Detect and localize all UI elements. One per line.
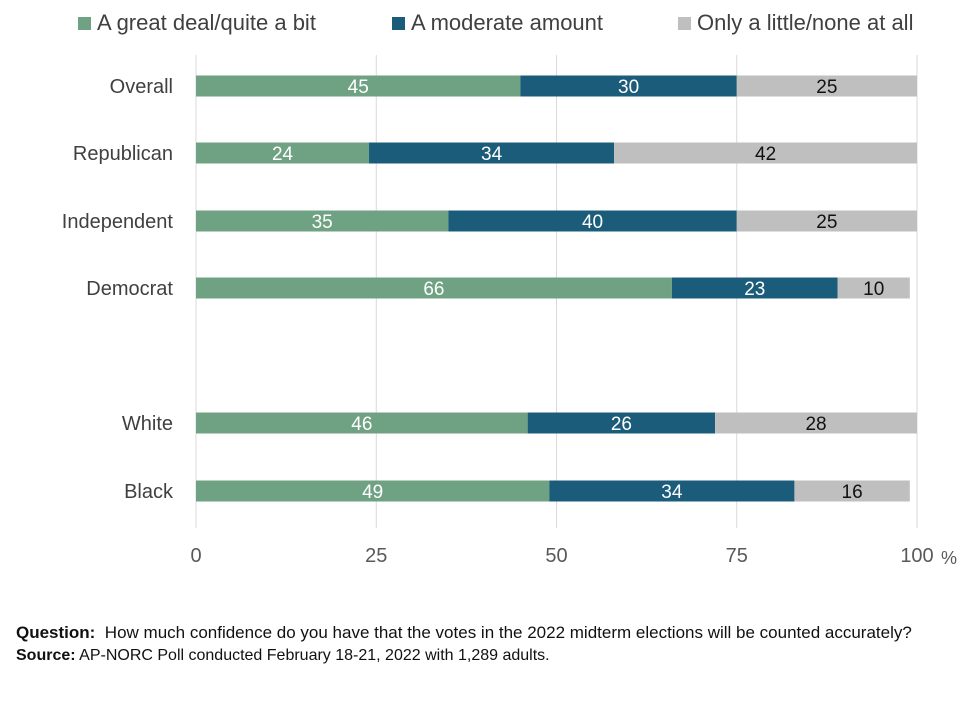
category-label-black: Black: [124, 481, 174, 503]
bar-democrat-series-3: [837, 277, 910, 299]
data-label-white-series-3: 28: [805, 414, 826, 435]
data-label-republican-series-1: 24: [272, 144, 294, 165]
bar-overall-series-1: [196, 75, 521, 97]
data-label-independent-series-1: 35: [312, 212, 333, 233]
question-label: Question:: [16, 623, 96, 642]
data-label-independent-series-3: 25: [816, 212, 837, 233]
data-label-republican-series-2: 34: [481, 144, 503, 165]
data-label-democrat-series-1: 66: [423, 279, 444, 300]
legend-item-great-deal: A great deal/quite a bit: [78, 10, 316, 36]
bar-white-series-2: [527, 412, 716, 434]
data-label-democrat-series-3: 10: [863, 279, 884, 300]
bar-black-series-3: [794, 480, 910, 502]
bar-democrat-series-2: [671, 277, 838, 299]
bar-white-series-1: [196, 412, 528, 434]
data-label-black-series-2: 34: [661, 482, 683, 503]
legend-label-little-none: Only a little/none at all: [697, 10, 914, 35]
source-note: Source: AP-NORC Poll conducted February …: [16, 646, 966, 666]
legend-item-moderate: A moderate amount: [392, 10, 603, 36]
category-label-overall: Overall: [110, 76, 173, 98]
category-label-republican: Republican: [73, 143, 173, 165]
bar-black-series-1: [196, 480, 550, 502]
data-label-independent-series-2: 40: [582, 212, 603, 233]
bar-black-series-2: [549, 480, 795, 502]
bar-republican-series-1: [196, 142, 370, 164]
data-label-white-series-1: 46: [351, 414, 372, 435]
bar-overall-series-2: [520, 75, 737, 97]
data-label-overall-series-1: 45: [348, 77, 369, 98]
data-label-black-series-3: 16: [842, 482, 863, 503]
bar-white-series-3: [715, 412, 917, 434]
chart-legend: A great deal/quite a bit A moderate amou…: [0, 10, 980, 40]
bar-overall-series-3: [736, 75, 917, 97]
legend-label-moderate: A moderate amount: [411, 10, 604, 35]
source-label: Source:: [16, 647, 76, 664]
stacked-bar-chart: 0 25 50 75 100 % Overall 45 30 25 Republican 24 34 42…: [62, 55, 957, 568]
bar-independent-series-1: [196, 210, 449, 232]
legend-label-great-deal: A great deal/quite a bit: [97, 10, 316, 35]
bar-democrat-series-1: [196, 277, 672, 299]
x-axis-unit: %: [941, 548, 957, 568]
x-tick-label-100: 100: [900, 545, 933, 567]
question-note: Question: How much confidence do you hav…: [16, 622, 966, 644]
bar-independent-series-2: [448, 210, 737, 232]
legend-swatch-great-deal: [78, 16, 91, 30]
question-text: How much confidence do you have that the…: [104, 623, 912, 642]
x-tick-label-50: 50: [545, 545, 567, 567]
category-label-white: White: [122, 413, 173, 435]
legend-swatch-moderate: [392, 16, 405, 30]
data-label-overall-series-2: 30: [618, 77, 639, 98]
x-tick-label-0: 0: [190, 545, 201, 567]
x-tick-label-25: 25: [365, 545, 387, 567]
source-text: AP-NORC Poll conducted February 18-21, 2…: [79, 647, 550, 664]
data-label-democrat-series-2: 23: [744, 279, 765, 300]
bar-independent-series-3: [736, 210, 917, 232]
bar-republican-series-3: [614, 142, 917, 164]
category-label-independent: Independent: [62, 211, 174, 233]
legend-swatch-little-none: [678, 16, 691, 30]
bar-republican-series-2: [369, 142, 615, 164]
data-label-white-series-2: 26: [611, 414, 632, 435]
category-label-democrat: Democrat: [86, 278, 173, 300]
chart-notes: Question: How much confidence do you hav…: [16, 622, 966, 666]
data-label-overall-series-3: 25: [816, 77, 837, 98]
data-label-republican-series-3: 42: [755, 144, 776, 165]
x-tick-label-75: 75: [726, 545, 748, 567]
legend-item-little-none: Only a little/none at all: [678, 10, 913, 36]
data-label-black-series-1: 49: [362, 482, 383, 503]
